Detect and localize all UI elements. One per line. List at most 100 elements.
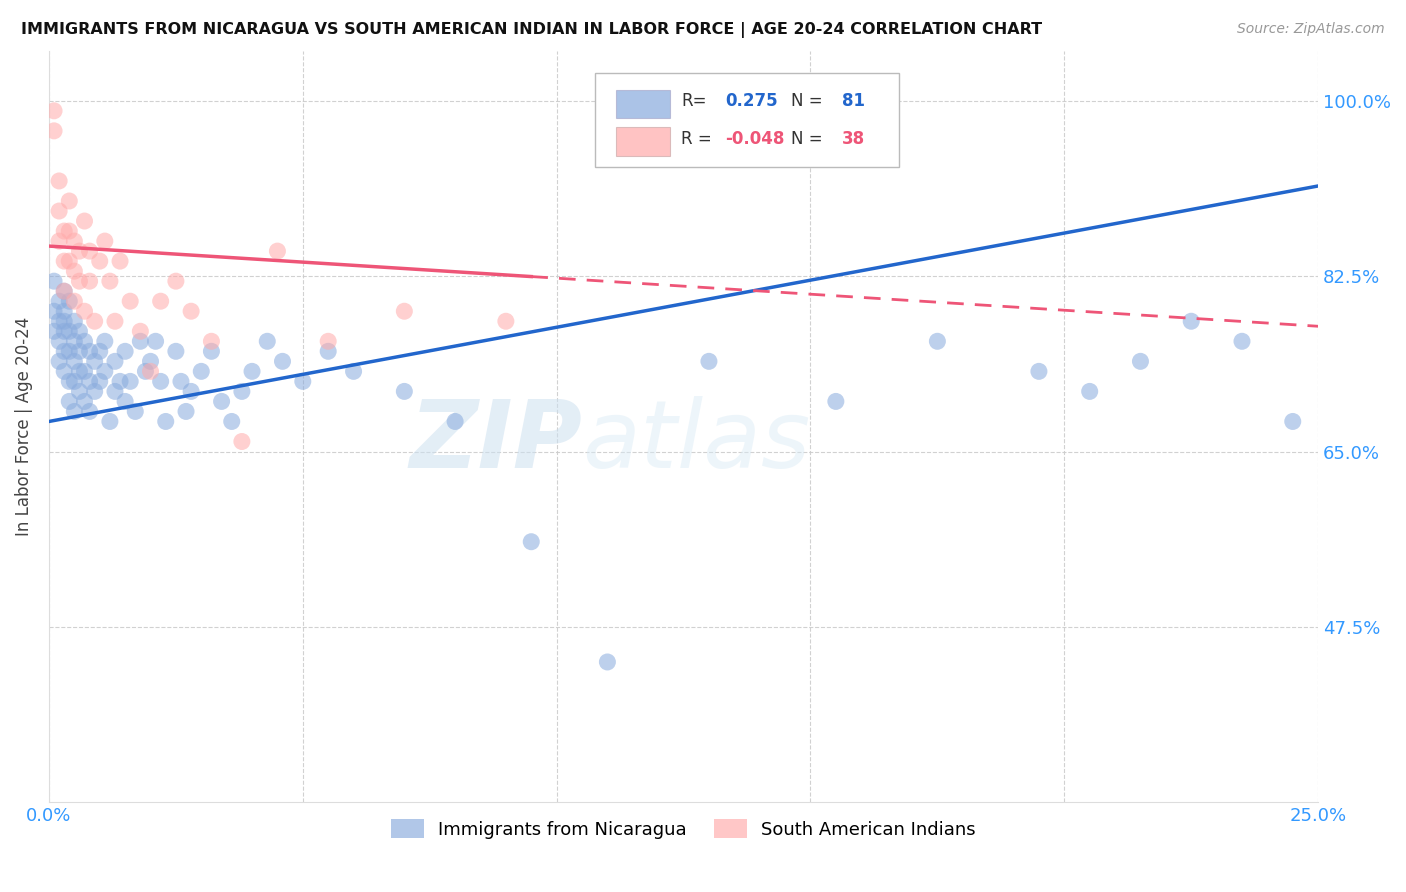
Point <box>200 344 222 359</box>
Point <box>94 334 117 349</box>
Point <box>53 284 76 298</box>
Point <box>67 274 90 288</box>
Point <box>79 375 101 389</box>
Point <box>83 384 105 399</box>
FancyBboxPatch shape <box>595 73 900 167</box>
Point <box>67 384 90 399</box>
Point <box>63 404 86 418</box>
Point <box>394 384 416 399</box>
Point <box>53 254 76 268</box>
Point <box>104 384 127 399</box>
Point <box>42 274 65 288</box>
Point <box>291 375 314 389</box>
Point <box>73 304 96 318</box>
Point <box>190 364 212 378</box>
Text: atlas: atlas <box>582 396 810 487</box>
Point <box>98 274 121 288</box>
Text: N =: N = <box>792 129 823 147</box>
Point <box>120 294 142 309</box>
Point <box>42 124 65 138</box>
Point <box>98 414 121 428</box>
Point <box>67 244 90 259</box>
Point <box>58 294 80 309</box>
Point <box>83 354 105 368</box>
Text: 38: 38 <box>842 129 865 147</box>
Point <box>256 334 278 349</box>
Point <box>165 344 187 359</box>
Point <box>79 344 101 359</box>
Point <box>1230 334 1253 349</box>
Point <box>73 214 96 228</box>
Point <box>48 314 70 328</box>
Point <box>67 324 90 338</box>
Point <box>104 354 127 368</box>
Point <box>927 334 949 349</box>
Point <box>394 304 416 318</box>
Point <box>73 364 96 378</box>
Point <box>200 334 222 349</box>
Point <box>63 234 86 248</box>
Point <box>94 234 117 248</box>
Point <box>174 404 197 418</box>
Point <box>58 375 80 389</box>
Point <box>79 244 101 259</box>
Text: IMMIGRANTS FROM NICARAGUA VS SOUTH AMERICAN INDIAN IN LABOR FORCE | AGE 20-24 CO: IMMIGRANTS FROM NICARAGUA VS SOUTH AMERI… <box>21 22 1042 38</box>
Point <box>63 334 86 349</box>
Point <box>53 324 76 338</box>
Point <box>53 224 76 238</box>
Point <box>48 204 70 219</box>
Point <box>53 314 76 328</box>
Point <box>48 234 70 248</box>
Point <box>145 334 167 349</box>
Point <box>149 294 172 309</box>
Point <box>63 314 86 328</box>
Point <box>444 414 467 428</box>
Point <box>221 414 243 428</box>
Point <box>1078 384 1101 399</box>
FancyBboxPatch shape <box>616 90 669 119</box>
Point <box>824 394 846 409</box>
Point <box>48 334 70 349</box>
Point <box>266 244 288 259</box>
Point <box>180 304 202 318</box>
Point <box>180 384 202 399</box>
FancyBboxPatch shape <box>616 128 669 156</box>
Y-axis label: In Labor Force | Age 20-24: In Labor Force | Age 20-24 <box>15 317 32 536</box>
Point <box>48 354 70 368</box>
Point <box>42 103 65 118</box>
Point <box>170 375 193 389</box>
Text: R=: R= <box>681 92 707 110</box>
Point <box>53 304 76 318</box>
Legend: Immigrants from Nicaragua, South American Indians: Immigrants from Nicaragua, South America… <box>384 812 983 846</box>
Point <box>495 314 517 328</box>
Point <box>89 254 111 268</box>
Point <box>48 294 70 309</box>
Text: 81: 81 <box>842 92 865 110</box>
Point <box>120 375 142 389</box>
Point <box>114 344 136 359</box>
Point <box>53 284 76 298</box>
Point <box>271 354 294 368</box>
Point <box>596 655 619 669</box>
Point <box>165 274 187 288</box>
Point <box>67 364 90 378</box>
Text: 0.275: 0.275 <box>725 92 778 110</box>
Point <box>155 414 177 428</box>
Point <box>231 384 253 399</box>
Point <box>73 334 96 349</box>
Point <box>108 254 131 268</box>
Point <box>58 324 80 338</box>
Point <box>89 344 111 359</box>
Point <box>149 375 172 389</box>
Point <box>58 254 80 268</box>
Point <box>129 334 152 349</box>
Point <box>211 394 233 409</box>
Point <box>79 274 101 288</box>
Point <box>697 354 720 368</box>
Text: Source: ZipAtlas.com: Source: ZipAtlas.com <box>1237 22 1385 37</box>
Point <box>1281 414 1303 428</box>
Point <box>129 324 152 338</box>
Text: ZIP: ZIP <box>409 395 582 488</box>
Point <box>63 354 86 368</box>
Point <box>63 264 86 278</box>
